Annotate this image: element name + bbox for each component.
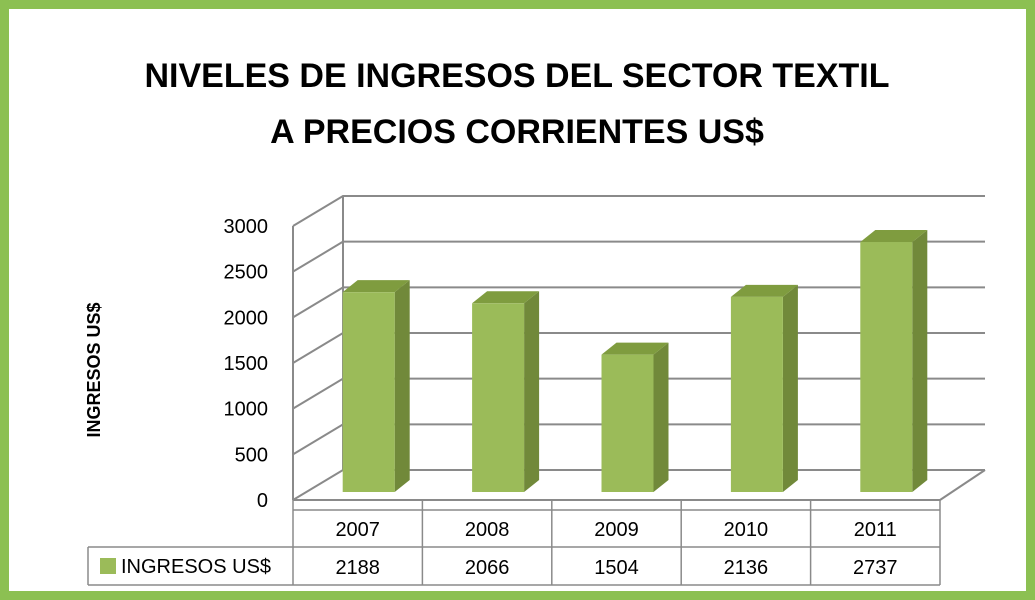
grid-line (292, 195, 985, 227)
legend-swatch (100, 558, 116, 574)
x-tick-label: 2008 (465, 519, 510, 541)
bar-side (394, 280, 410, 492)
bar (472, 291, 540, 492)
bar-side (524, 291, 540, 492)
x-tick-label: 2010 (724, 519, 769, 541)
x-tick-label: 2007 (335, 519, 380, 541)
bar (860, 230, 928, 492)
bar-front (730, 296, 783, 492)
bar-side (782, 284, 798, 492)
bar-top (730, 284, 798, 297)
bar (730, 284, 798, 492)
table-value: 2066 (465, 557, 510, 579)
x-tick-label: 2009 (594, 519, 639, 541)
y-tick-label: 1500 (224, 353, 269, 375)
bar-front (472, 303, 525, 492)
y-tick-label: 2500 (224, 262, 269, 284)
floor-line (939, 469, 986, 501)
bar-top (601, 342, 669, 355)
y-tick-label: 0 (257, 490, 268, 512)
bar-top (860, 230, 928, 243)
grid-line (292, 240, 985, 273)
y-tick-label: 1000 (224, 399, 269, 421)
bar-front (860, 242, 913, 492)
table-value: 2136 (724, 557, 769, 579)
bar-side (653, 342, 669, 492)
bar-top (472, 291, 540, 304)
bar-front (342, 292, 395, 492)
table-value: 1504 (594, 557, 639, 579)
y-tick-label: 2000 (224, 307, 269, 329)
y-tick-label: 3000 (224, 216, 269, 238)
chart-title: NIVELES DE INGRESOS DEL SECTOR TEXTIL A … (144, 57, 890, 151)
bar (342, 280, 410, 492)
x-tick-label: 2011 (854, 519, 897, 541)
y-axis-label: INGRESOS US$ (84, 302, 104, 437)
bar-front (601, 354, 654, 492)
bar (601, 342, 669, 492)
bar-side (912, 230, 928, 492)
legend-label: INGRESOS US$ (121, 556, 271, 578)
y-tick-label: 500 (235, 444, 268, 466)
bar-top (342, 280, 410, 293)
table-value: 2737 (853, 557, 898, 579)
table-value: 2188 (335, 557, 380, 579)
